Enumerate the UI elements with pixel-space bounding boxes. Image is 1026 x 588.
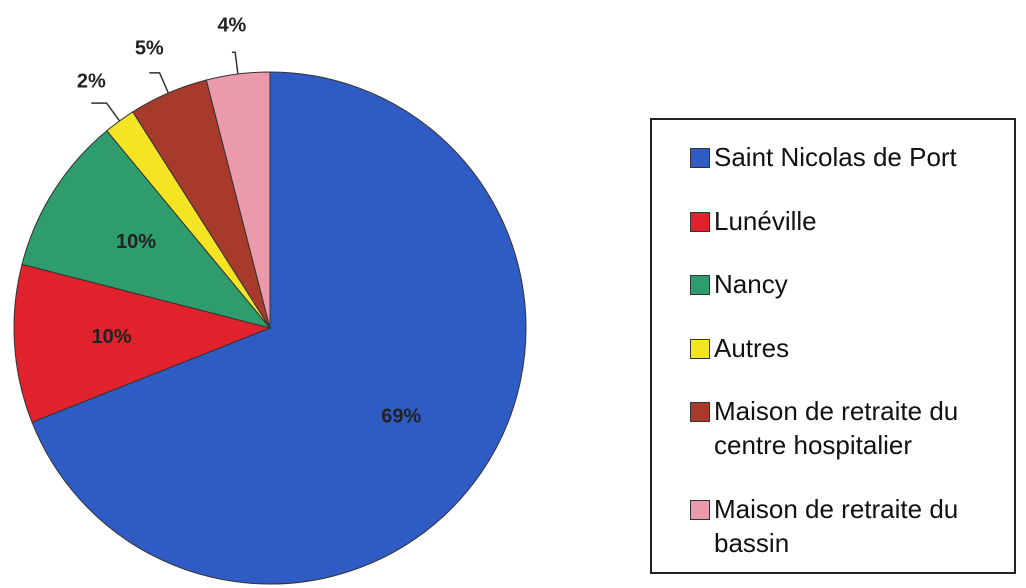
leader-line	[91, 102, 121, 122]
legend-swatch	[690, 275, 710, 296]
data-label: 2%	[77, 70, 106, 92]
leader-line	[149, 72, 170, 94]
legend-label: Maison de retraite du bassin	[714, 493, 959, 558]
pie-slice	[13, 263, 272, 423]
legend-label: Autres	[714, 332, 790, 363]
data-label: 4%	[217, 15, 246, 37]
pie-slice	[205, 71, 271, 329]
legend-swatch	[690, 402, 710, 423]
data-label: 69%	[381, 405, 421, 427]
legend-label: Nancy	[714, 269, 788, 300]
legend-item: Maison de retraite du centre hospitalier	[690, 394, 1004, 462]
pie-slice	[31, 71, 527, 585]
legend-item: Autres	[690, 331, 1004, 365]
legend-item: Nancy	[690, 267, 1004, 301]
legend: Saint Nicolas de Port Lunéville Nancy Autre…	[650, 118, 1016, 574]
legend-swatch	[690, 338, 710, 359]
legend-item: Lunéville	[690, 204, 1004, 238]
legend-item: Saint Nicolas de Port	[690, 140, 1004, 174]
legend-label: Lunéville	[714, 205, 817, 236]
data-label: 10%	[116, 231, 156, 253]
pie-slice	[21, 130, 272, 329]
legend-label: Saint Nicolas de Port	[714, 142, 957, 172]
leader-line	[231, 51, 239, 75]
legend-swatch	[690, 499, 710, 520]
legend-item: Maison de retraite du bassin	[690, 492, 1004, 560]
legend-swatch	[690, 148, 710, 168]
data-label: 5%	[135, 37, 164, 59]
data-label: 10%	[92, 326, 132, 348]
legend-label: Maison de retraite du centre hospitalier	[714, 396, 959, 461]
legend-swatch	[690, 211, 710, 232]
chart: 69% 10% 10% 2% 5% 4%	[13, 15, 527, 585]
